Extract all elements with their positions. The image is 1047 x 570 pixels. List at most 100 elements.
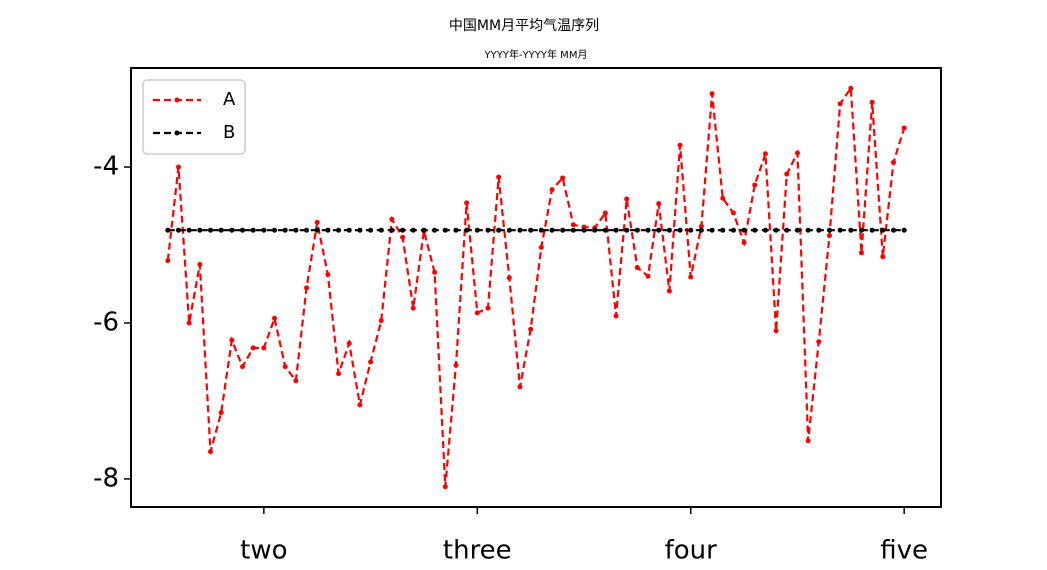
x-tick-label: five [880, 536, 928, 566]
point [816, 227, 822, 233]
point [549, 227, 555, 233]
point [570, 227, 576, 233]
point [880, 254, 886, 260]
point [357, 402, 363, 408]
point [698, 223, 704, 229]
point [891, 159, 897, 165]
point [602, 210, 608, 216]
point [730, 210, 736, 216]
point [517, 384, 523, 390]
point [250, 345, 256, 351]
point [528, 227, 534, 233]
point [656, 201, 662, 207]
point [272, 227, 278, 233]
legend-label: A [223, 89, 236, 110]
point [517, 227, 523, 233]
y-tick-label: -4 [93, 152, 119, 182]
point [485, 227, 491, 233]
point [496, 174, 502, 180]
point [389, 216, 395, 222]
point [602, 227, 608, 233]
point [421, 227, 427, 233]
point [261, 227, 267, 233]
point [410, 227, 416, 233]
point [208, 227, 214, 233]
point [901, 125, 907, 131]
point [645, 273, 651, 279]
point [293, 378, 299, 384]
point [453, 227, 459, 233]
point [304, 285, 310, 291]
point [794, 227, 800, 233]
point [336, 227, 342, 233]
point [165, 227, 171, 233]
point [368, 359, 374, 365]
point [762, 227, 768, 233]
y-tick-label: -6 [93, 307, 119, 337]
point [410, 305, 416, 311]
point [698, 227, 704, 233]
point [240, 364, 246, 370]
point [496, 227, 502, 233]
point [880, 227, 886, 233]
point [314, 227, 320, 233]
legend-marker [174, 130, 180, 136]
point [400, 227, 406, 233]
point [891, 227, 897, 233]
point [901, 227, 907, 233]
point [538, 227, 544, 233]
point [282, 227, 288, 233]
point [389, 227, 395, 233]
point [688, 274, 694, 280]
y-tick-label: -8 [93, 463, 119, 493]
point [474, 310, 480, 316]
point [293, 227, 299, 233]
point [538, 244, 544, 250]
point [186, 227, 192, 233]
point [688, 227, 694, 233]
x-tick-label: two [240, 536, 287, 566]
point [474, 227, 480, 233]
point [528, 326, 534, 332]
point [784, 227, 790, 233]
point [869, 227, 875, 233]
point [826, 233, 832, 239]
point [346, 340, 352, 346]
point [464, 200, 470, 206]
point [784, 171, 790, 177]
point [666, 288, 672, 294]
point [442, 227, 448, 233]
chart-subtitle: YYYY年-YYYY年 MM月 [484, 48, 588, 61]
point [218, 410, 224, 416]
point [709, 91, 715, 97]
point [656, 227, 662, 233]
plot-frame [130, 67, 942, 508]
point [560, 175, 566, 181]
point [613, 227, 619, 233]
point [741, 240, 747, 246]
point [272, 315, 278, 321]
legend-marker [174, 97, 180, 103]
point [730, 227, 736, 233]
point [858, 250, 864, 256]
point [720, 227, 726, 233]
point [592, 227, 598, 233]
point [869, 99, 875, 105]
point [368, 227, 374, 233]
point [613, 313, 619, 319]
point [325, 272, 331, 278]
point [304, 227, 310, 233]
point [752, 182, 758, 188]
point [549, 187, 555, 193]
point [464, 227, 470, 233]
point [261, 345, 267, 351]
point [250, 227, 256, 233]
point [581, 227, 587, 233]
x-tick-label: three [443, 536, 512, 566]
point [805, 227, 811, 233]
point [400, 234, 406, 240]
point [357, 227, 363, 233]
point [677, 227, 683, 233]
point [506, 227, 512, 233]
point [325, 227, 331, 233]
